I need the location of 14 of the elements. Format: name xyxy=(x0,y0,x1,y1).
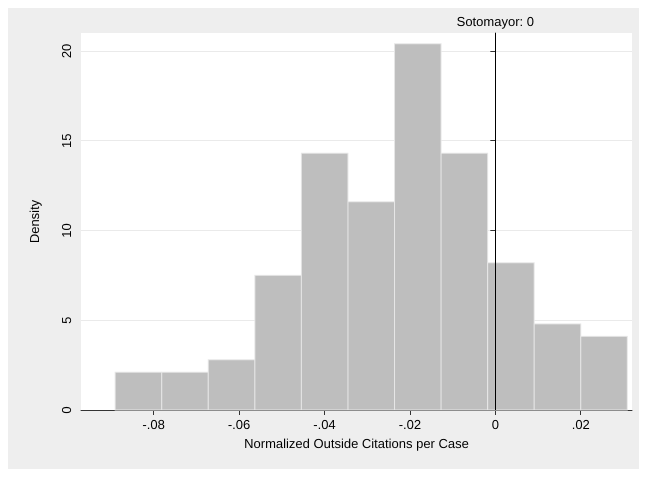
x-tick-label: -.02 xyxy=(398,417,422,432)
x-tick-label: 0 xyxy=(492,417,499,432)
y-tick-label: 20 xyxy=(59,44,74,58)
y-tick-label: 15 xyxy=(59,133,74,148)
x-axis-title: Normalized Outside Citations per Case xyxy=(244,436,469,451)
x-tick-label: -.06 xyxy=(228,417,250,432)
y-axis-title: Density xyxy=(27,199,42,244)
x-tick-label: -.04 xyxy=(313,417,336,432)
ref-line-label: Sotomayor: 0 xyxy=(456,14,534,29)
y-tick-label: 10 xyxy=(59,223,74,238)
y-tick-label: 5 xyxy=(59,316,74,324)
x-tick-label: -.08 xyxy=(142,417,165,432)
y-tick-label: 0 xyxy=(59,406,74,414)
x-tick-label: .02 xyxy=(572,417,590,432)
